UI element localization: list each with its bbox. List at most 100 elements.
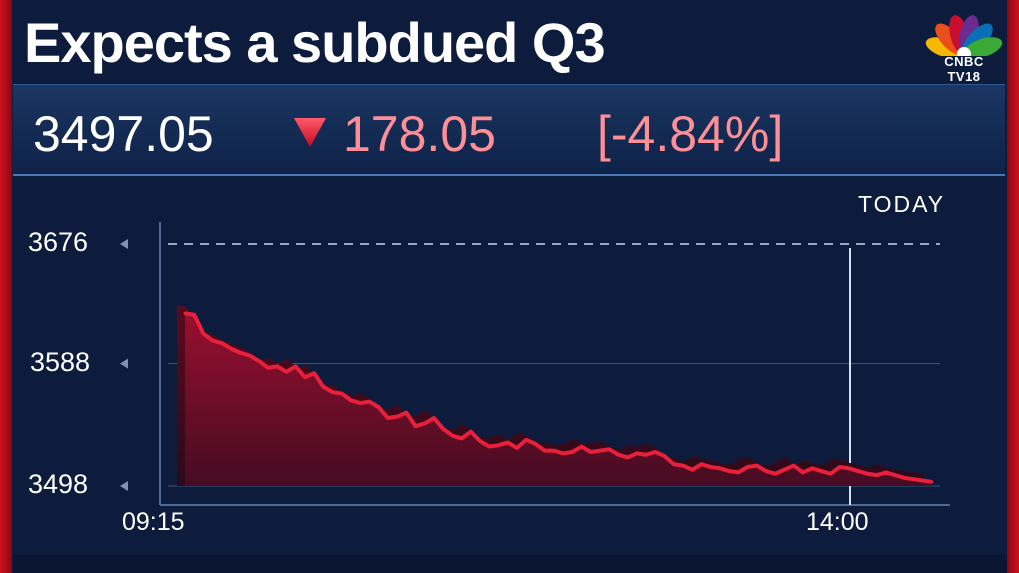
data-point — [644, 453, 648, 457]
price-change: 178.05 — [343, 106, 496, 162]
data-point — [533, 442, 537, 446]
data-point — [552, 449, 556, 453]
data-point — [294, 364, 298, 368]
period-label: TODAY — [858, 191, 946, 217]
data-point — [681, 464, 685, 468]
data-point — [773, 472, 777, 476]
data-point — [414, 424, 418, 428]
data-point — [515, 446, 519, 450]
x-tick-label: 14:00 — [806, 508, 869, 536]
data-point — [801, 470, 805, 474]
data-point — [275, 364, 279, 368]
data-point — [487, 445, 491, 449]
left-red-border — [0, 0, 12, 573]
headline: Expects a subdued Q3 — [24, 11, 606, 74]
peacock-icon — [925, 15, 1003, 61]
price-change-percent: [-4.84%] — [597, 106, 784, 162]
data-point — [543, 449, 547, 453]
data-point — [257, 359, 261, 363]
data-point — [838, 465, 842, 469]
y-tick-label: 3676 — [28, 227, 89, 257]
data-point — [570, 450, 574, 454]
down-arrow-icon — [294, 118, 326, 147]
data-point — [607, 447, 611, 451]
data-point — [865, 472, 869, 476]
data-point — [441, 427, 445, 431]
data-point — [635, 451, 639, 455]
data-point — [395, 415, 399, 419]
y-tick-marker — [120, 358, 128, 369]
data-point — [580, 445, 584, 449]
data-point — [331, 390, 335, 394]
y-tick-marker — [120, 239, 128, 249]
data-point — [201, 332, 205, 336]
data-point — [386, 416, 390, 420]
data-point — [284, 370, 288, 374]
data-point — [782, 468, 786, 472]
series-line — [184, 311, 933, 484]
data-point — [506, 440, 510, 444]
data-point — [478, 439, 482, 443]
data-point — [192, 313, 196, 317]
data-point — [856, 469, 860, 473]
logo-line-2: TV18 — [947, 69, 981, 84]
data-point — [524, 438, 528, 442]
data-point — [829, 472, 833, 476]
data-point — [312, 371, 316, 375]
data-point — [727, 469, 731, 473]
data-point — [377, 405, 381, 409]
data-point — [248, 353, 252, 357]
data-point — [663, 454, 667, 458]
y-tick-marker — [120, 481, 128, 491]
data-point — [930, 480, 934, 484]
data-point — [423, 421, 427, 425]
data-point — [810, 466, 814, 470]
data-point — [432, 416, 436, 420]
right-red-border — [1007, 0, 1019, 573]
bottom-band — [12, 555, 1007, 573]
quote-bar: 3497.05 178.05 [-4.84%] — [13, 84, 1005, 176]
data-point — [893, 473, 897, 477]
series-area — [185, 313, 932, 486]
data-point — [847, 466, 851, 470]
data-point — [211, 339, 215, 343]
data-point — [497, 443, 501, 447]
data-point — [404, 411, 408, 415]
logo-line-1: CNBC — [944, 54, 984, 69]
data-point — [358, 401, 362, 405]
cnbc-tv18-logo: CNBC TV18 — [924, 12, 1004, 86]
data-point — [755, 464, 759, 468]
data-point — [469, 430, 473, 434]
y-tick-label: 3588 — [30, 346, 91, 377]
data-point — [321, 385, 325, 389]
data-point — [340, 392, 344, 396]
data-point — [736, 470, 740, 474]
data-point — [746, 465, 750, 469]
data-point — [672, 462, 676, 466]
data-point — [266, 366, 270, 370]
data-point — [220, 341, 224, 345]
data-point — [367, 400, 371, 404]
data-point — [616, 453, 620, 457]
data-point — [653, 450, 657, 454]
data-point — [912, 477, 916, 481]
data-point — [902, 476, 906, 480]
y-tick-label: 3498 — [28, 469, 89, 499]
last-price: 3497.05 — [33, 106, 214, 162]
data-point — [699, 462, 703, 466]
data-point — [718, 466, 722, 470]
data-point — [709, 465, 713, 469]
data-point — [792, 464, 796, 468]
data-point — [875, 473, 879, 477]
data-point — [183, 311, 187, 315]
data-point — [349, 398, 353, 402]
x-tick-label: 09:15 — [122, 508, 185, 536]
data-point — [626, 455, 630, 459]
data-point — [561, 451, 565, 455]
data-point — [764, 469, 768, 473]
data-point — [921, 479, 925, 483]
data-point — [690, 468, 694, 472]
data-point — [303, 375, 307, 379]
data-point — [598, 449, 602, 453]
